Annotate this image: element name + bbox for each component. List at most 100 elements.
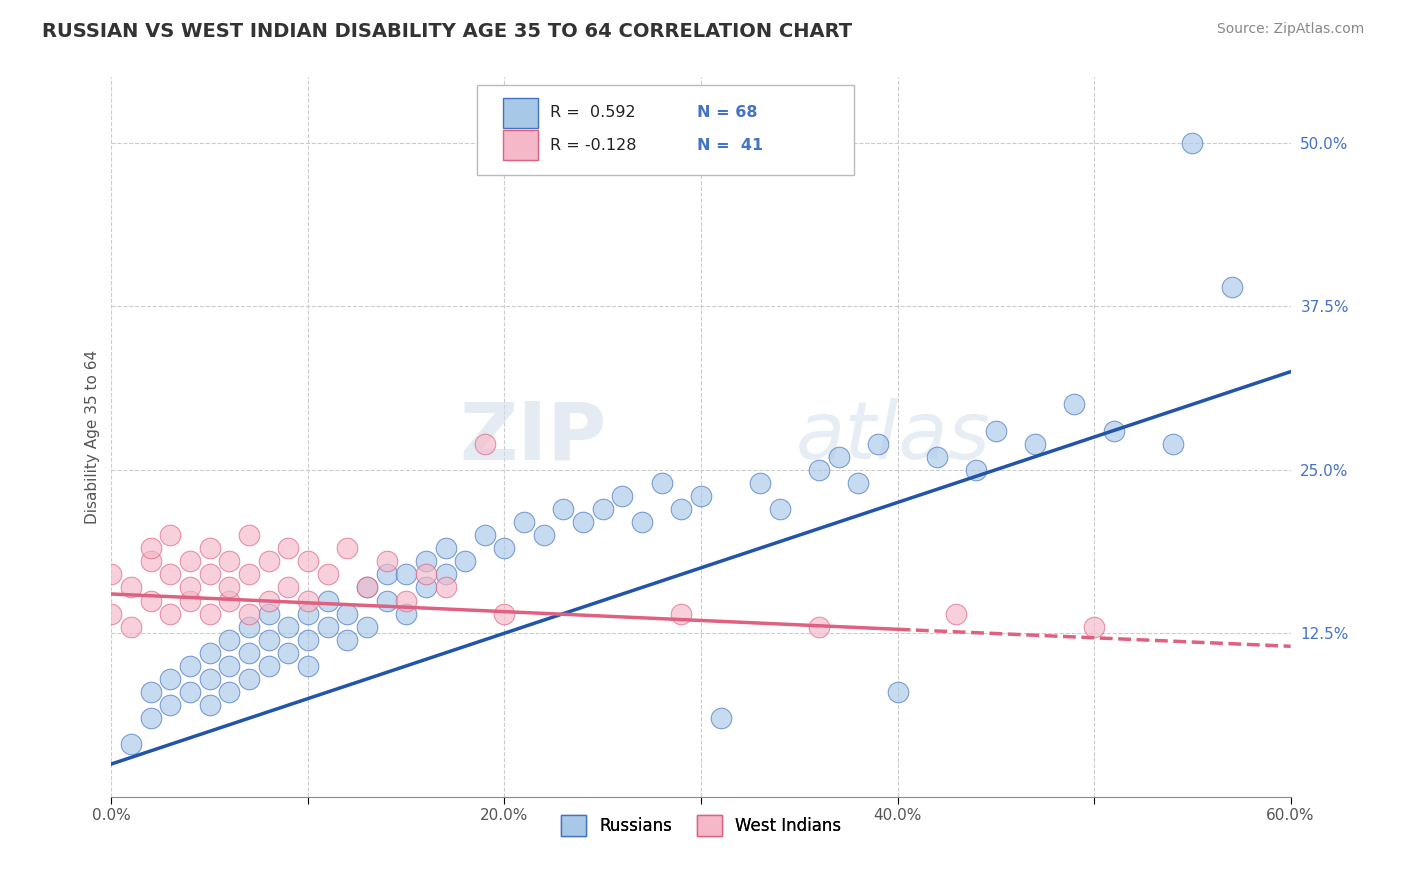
Point	[1024, 436, 1046, 450]
Point	[159, 567, 181, 582]
Point	[257, 632, 280, 647]
FancyBboxPatch shape	[503, 97, 538, 128]
Point	[277, 620, 299, 634]
Point	[159, 698, 181, 713]
Text: ZIP: ZIP	[460, 398, 606, 476]
Point	[533, 528, 555, 542]
Point	[198, 646, 221, 660]
Point	[827, 450, 849, 464]
Point	[768, 502, 790, 516]
Text: N = 68: N = 68	[697, 105, 758, 120]
Point	[139, 541, 162, 556]
Point	[1220, 279, 1243, 293]
Point	[553, 502, 575, 516]
Point	[257, 659, 280, 673]
Text: atlas: atlas	[796, 398, 990, 476]
Point	[631, 515, 654, 529]
Point	[671, 607, 693, 621]
Point	[807, 463, 830, 477]
Text: RUSSIAN VS WEST INDIAN DISABILITY AGE 35 TO 64 CORRELATION CHART: RUSSIAN VS WEST INDIAN DISABILITY AGE 35…	[42, 22, 852, 41]
Point	[120, 620, 142, 634]
Point	[846, 475, 869, 490]
Point	[474, 528, 496, 542]
Point	[238, 646, 260, 660]
Point	[375, 554, 398, 568]
Point	[100, 567, 122, 582]
Point	[120, 737, 142, 751]
Point	[238, 528, 260, 542]
Point	[238, 620, 260, 634]
Point	[218, 593, 240, 607]
Point	[474, 436, 496, 450]
Point	[886, 685, 908, 699]
Point	[238, 607, 260, 621]
Point	[356, 581, 378, 595]
Point	[612, 489, 634, 503]
Point	[198, 607, 221, 621]
Point	[297, 593, 319, 607]
Point	[434, 567, 457, 582]
Point	[257, 593, 280, 607]
Point	[415, 581, 437, 595]
Point	[375, 593, 398, 607]
Point	[100, 607, 122, 621]
Point	[336, 607, 359, 621]
Point	[198, 541, 221, 556]
Point	[925, 450, 948, 464]
Point	[257, 554, 280, 568]
Y-axis label: Disability Age 35 to 64: Disability Age 35 to 64	[86, 350, 100, 524]
FancyBboxPatch shape	[477, 85, 855, 175]
Point	[336, 632, 359, 647]
Point	[159, 672, 181, 686]
Point	[179, 581, 201, 595]
Point	[375, 567, 398, 582]
Point	[454, 554, 477, 568]
Point	[1063, 397, 1085, 411]
Point	[198, 698, 221, 713]
Point	[198, 567, 221, 582]
Point	[179, 685, 201, 699]
Point	[316, 567, 339, 582]
Text: R = -0.128: R = -0.128	[550, 137, 637, 153]
Point	[671, 502, 693, 516]
Point	[572, 515, 595, 529]
Point	[277, 581, 299, 595]
Point	[356, 581, 378, 595]
Point	[415, 554, 437, 568]
Point	[434, 541, 457, 556]
Point	[651, 475, 673, 490]
Point	[297, 632, 319, 647]
Point	[257, 607, 280, 621]
Point	[494, 541, 516, 556]
Point	[336, 541, 359, 556]
Point	[807, 620, 830, 634]
Legend: Russians, West Indians: Russians, West Indians	[554, 809, 848, 842]
Text: R =  0.592: R = 0.592	[550, 105, 636, 120]
Point	[395, 607, 418, 621]
Point	[198, 672, 221, 686]
Point	[592, 502, 614, 516]
Point	[965, 463, 987, 477]
Point	[1083, 620, 1105, 634]
Point	[277, 541, 299, 556]
Point	[218, 685, 240, 699]
Point	[238, 567, 260, 582]
Point	[494, 607, 516, 621]
Text: Source: ZipAtlas.com: Source: ZipAtlas.com	[1216, 22, 1364, 37]
Point	[866, 436, 889, 450]
Point	[238, 672, 260, 686]
Point	[710, 711, 733, 725]
Point	[415, 567, 437, 582]
Point	[218, 581, 240, 595]
Point	[120, 581, 142, 595]
Point	[297, 659, 319, 673]
FancyBboxPatch shape	[503, 130, 538, 161]
Point	[395, 567, 418, 582]
Point	[984, 424, 1007, 438]
Point	[316, 593, 339, 607]
Point	[434, 581, 457, 595]
Point	[316, 620, 339, 634]
Point	[356, 620, 378, 634]
Point	[218, 632, 240, 647]
Point	[1181, 136, 1204, 150]
